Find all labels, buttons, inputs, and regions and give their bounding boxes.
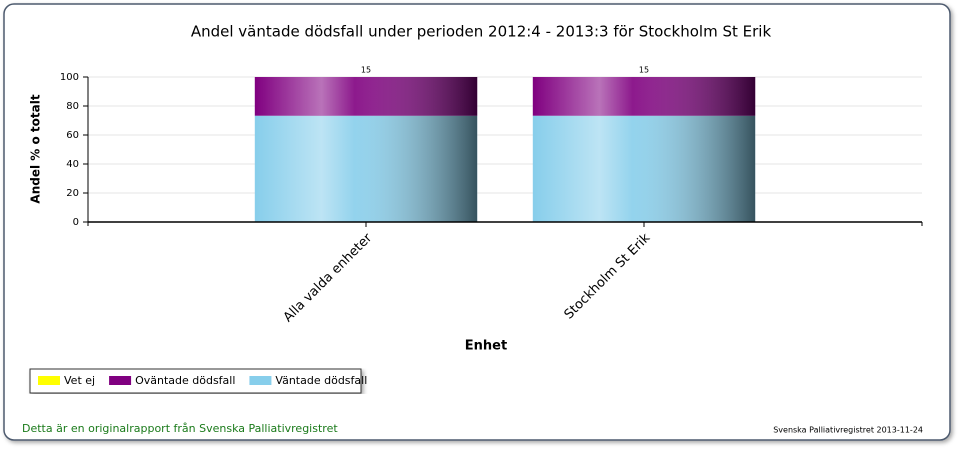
y-tick-label: 60: [66, 130, 79, 141]
legend-swatch: [109, 376, 132, 385]
legend-swatch: [249, 376, 272, 385]
footer-right: Svenska Palliativregistret 2013-11-24: [773, 426, 923, 435]
y-axis-title: Andel % o totalt: [29, 94, 43, 203]
y-tick-label: 80: [66, 101, 79, 112]
y-tick-label: 20: [66, 188, 79, 199]
y-tick-label: 100: [60, 72, 79, 83]
bar-total-label: 15: [639, 66, 649, 75]
legend-swatch: [38, 376, 60, 385]
legend-label: Väntade dödsfall: [275, 374, 367, 387]
legend-box: [29, 368, 362, 394]
bar-shade: [532, 77, 756, 116]
y-tick-label: 0: [73, 217, 79, 228]
bar-shade: [254, 115, 478, 222]
bar-shade: [532, 115, 756, 222]
bar-total-label: 15: [361, 66, 371, 75]
chart-title: Andel väntade dödsfall under perioden 20…: [191, 23, 772, 41]
bar-shade: [254, 77, 478, 116]
x-axis-title: Enhet: [465, 339, 507, 354]
legend-label: Oväntade dödsfall: [135, 374, 235, 387]
legend-label: Vet ej: [64, 374, 95, 387]
plot-area: [88, 77, 922, 222]
y-tick-label: 40: [66, 159, 79, 170]
footer-left: Detta är en originalrapport från Svenska…: [22, 422, 338, 435]
